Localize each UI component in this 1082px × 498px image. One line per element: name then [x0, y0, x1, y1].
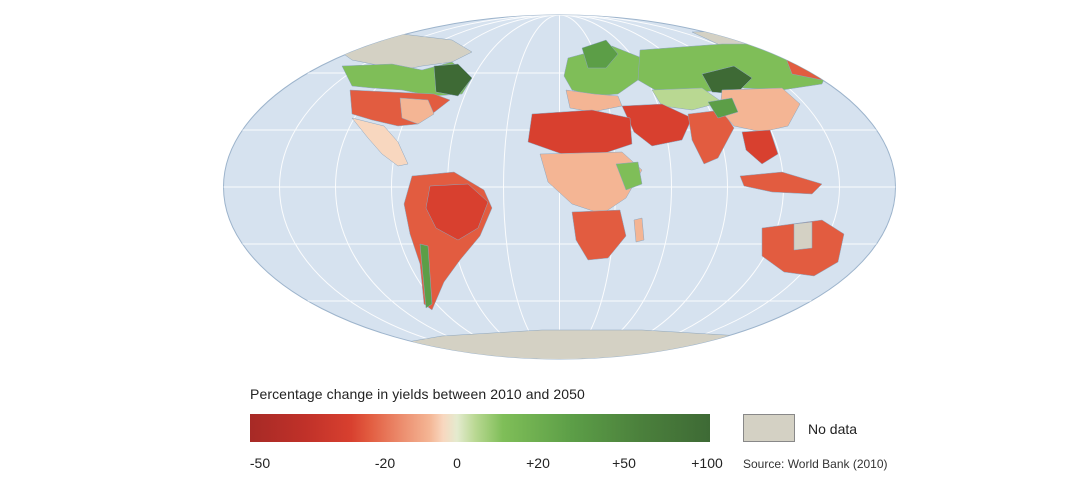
- tick-plus-20: +20: [526, 455, 550, 471]
- china-interior: [707, 97, 739, 119]
- tick-plus-50: +50: [612, 455, 636, 471]
- scandinavia: [581, 39, 619, 69]
- tick-minus-50: -50: [249, 455, 271, 471]
- source-note: Source: World Bank (2010): [743, 457, 888, 471]
- central-africa: [539, 151, 643, 215]
- southeast-asia: [741, 129, 779, 165]
- madagascar: [633, 217, 645, 243]
- color-scale-bar: [250, 414, 710, 442]
- mexico: [351, 117, 409, 167]
- brazil: [425, 183, 489, 241]
- legend-title: Percentage change in yields between 2010…: [250, 386, 585, 402]
- southern-africa: [571, 209, 627, 261]
- east-africa: [615, 161, 643, 191]
- north-africa: [527, 109, 633, 155]
- eastern-canada: [433, 63, 473, 97]
- europe: [563, 45, 643, 97]
- tick-zero: 0: [453, 455, 461, 471]
- kazakhstan: [651, 87, 723, 111]
- no-data-swatch: [743, 414, 795, 442]
- tick-minus-20: -20: [374, 455, 396, 471]
- world-map: [222, 14, 897, 360]
- indonesia: [739, 171, 823, 195]
- australia-interior: [793, 221, 813, 251]
- chile: [419, 243, 433, 309]
- central-asia: [701, 65, 753, 95]
- world-map-svg: [223, 14, 896, 360]
- no-data-label: No data: [808, 421, 858, 437]
- tick-plus-100: +100: [691, 455, 723, 471]
- middle-east: [621, 103, 693, 147]
- usa-east: [399, 97, 435, 125]
